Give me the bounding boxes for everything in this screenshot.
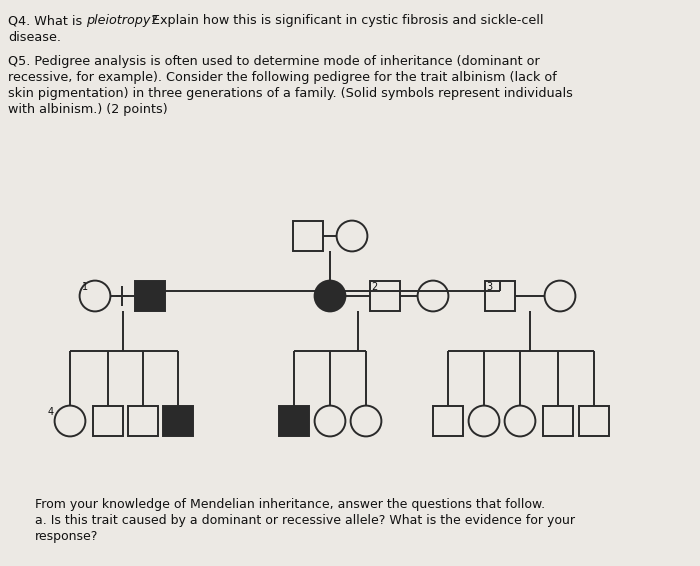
- Text: recessive, for example). Consider the following pedigree for the trait albinism : recessive, for example). Consider the fo…: [8, 71, 557, 84]
- Text: Q4. What is: Q4. What is: [8, 14, 86, 27]
- Bar: [433, 406, 463, 436]
- Text: 1: 1: [82, 282, 88, 291]
- Text: pleiotropy?: pleiotropy?: [86, 14, 157, 27]
- Text: disease.: disease.: [8, 31, 61, 44]
- Bar: [279, 406, 309, 436]
- Bar: [579, 406, 610, 436]
- Circle shape: [468, 406, 499, 436]
- Text: From your knowledge of Mendelian inheritance, answer the questions that follow.: From your knowledge of Mendelian inherit…: [35, 498, 545, 511]
- Text: 4: 4: [48, 406, 54, 417]
- Circle shape: [80, 281, 111, 311]
- Text: 2: 2: [372, 282, 378, 291]
- Bar: [542, 406, 573, 436]
- Circle shape: [505, 406, 536, 436]
- Circle shape: [314, 281, 345, 311]
- Bar: [370, 281, 400, 311]
- Bar: [484, 281, 515, 311]
- Text: a. Is this trait caused by a dominant or recessive allele? What is the evidence : a. Is this trait caused by a dominant or…: [35, 514, 575, 527]
- Text: response?: response?: [35, 530, 99, 543]
- Circle shape: [351, 406, 382, 436]
- Circle shape: [545, 281, 575, 311]
- Circle shape: [55, 406, 85, 436]
- Bar: [92, 406, 123, 436]
- Text: 3: 3: [486, 282, 493, 291]
- Text: with albinism.) (2 points): with albinism.) (2 points): [8, 103, 167, 116]
- Circle shape: [337, 221, 368, 251]
- Text: Explain how this is significant in cystic fibrosis and sickle-cell: Explain how this is significant in cysti…: [148, 14, 543, 27]
- Bar: [162, 406, 193, 436]
- Bar: [293, 221, 323, 251]
- Bar: [134, 281, 165, 311]
- Bar: [127, 406, 158, 436]
- Text: skin pigmentation) in three generations of a family. (Solid symbols represent in: skin pigmentation) in three generations …: [8, 87, 573, 100]
- Circle shape: [314, 406, 345, 436]
- Text: Q5. Pedigree analysis is often used to determine mode of inheritance (dominant o: Q5. Pedigree analysis is often used to d…: [8, 55, 540, 68]
- Circle shape: [418, 281, 449, 311]
